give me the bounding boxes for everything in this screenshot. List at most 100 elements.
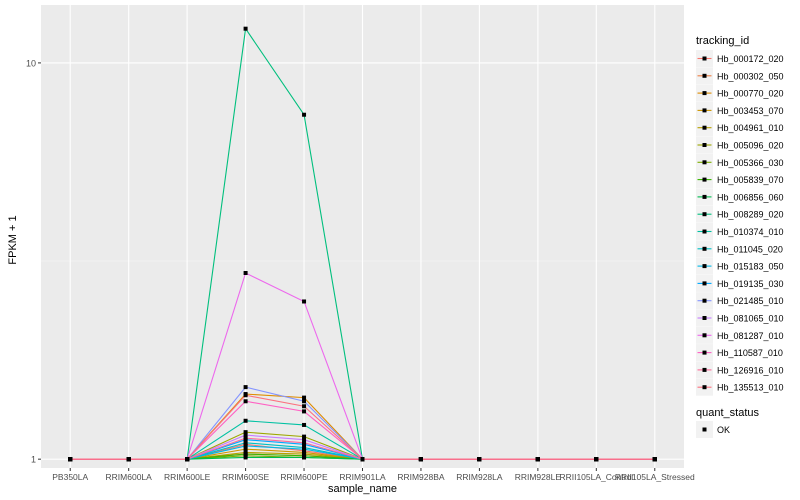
- y-tick-label: 1: [31, 455, 36, 465]
- data-point: [302, 404, 307, 409]
- data-point: [302, 395, 307, 400]
- legend-label: Hb_135513_010: [717, 383, 784, 393]
- data-point: [302, 422, 307, 427]
- data-point: [302, 299, 307, 304]
- x-axis: PB350LA RRIM600LA RRIM600LE RRIM600SE RRIM60…: [52, 468, 695, 482]
- x-tick-label: RRIM600SE: [222, 472, 270, 482]
- legend-key-point: [702, 316, 707, 320]
- legend-label: Hb_081065_010: [717, 314, 784, 324]
- legend-key-point: [702, 264, 707, 269]
- x-tick-label: RRII105LA_Stressed: [615, 472, 695, 482]
- data-point: [302, 399, 307, 404]
- legend-label: Hb_005366_030: [717, 158, 784, 168]
- data-point: [594, 457, 599, 462]
- data-point: [243, 385, 248, 390]
- data-point: [126, 457, 131, 462]
- legend-label: Hb_019135_030: [717, 279, 784, 289]
- legend-label: Hb_081287_010: [717, 331, 784, 341]
- legend-label: Hb_005839_070: [717, 175, 784, 185]
- legend-shape-key-point: [702, 427, 707, 432]
- data-point: [243, 452, 248, 457]
- legend-color-title: tracking_id: [696, 35, 749, 47]
- legend-label: Hb_006856_060: [717, 192, 784, 202]
- x-tick-label: RRIM928BA: [397, 472, 445, 482]
- legend-label: Hb_126916_010: [717, 365, 784, 375]
- legend-key-point: [702, 125, 707, 130]
- legend-key-point: [702, 281, 707, 286]
- y-tick-label: 10: [26, 58, 36, 68]
- x-axis-title: sample_name: [328, 483, 397, 495]
- y-axis-title: FPKM + 1: [7, 215, 19, 264]
- x-tick-label: RRIM928LE: [515, 472, 562, 482]
- data-point: [243, 433, 248, 438]
- legend-key-point: [702, 160, 707, 165]
- legend-key-point: [702, 108, 707, 113]
- data-point: [68, 457, 73, 462]
- legend-color-items: Hb_000172_020 Hb_000302_050 Hb_000770_020 H…: [696, 50, 784, 396]
- data-point: [302, 440, 307, 445]
- legend-label: Hb_110587_010: [717, 348, 783, 358]
- data-point: [535, 457, 540, 462]
- legend-label: Hb_011045_020: [717, 244, 783, 254]
- legend-shape-label: OK: [717, 425, 730, 435]
- legend-label: Hb_000770_020: [717, 89, 784, 99]
- legend-key-point: [702, 229, 707, 234]
- legend-key-point: [702, 194, 707, 199]
- legend-key-point: [702, 56, 707, 61]
- data-point: [243, 430, 248, 435]
- legend: tracking_id Hb_000172_020Hb_000302_050Hb…: [696, 35, 784, 438]
- legend-label: Hb_003453_070: [717, 106, 784, 116]
- legend-key-point: [702, 91, 707, 96]
- data-point: [243, 440, 248, 445]
- data-point: [302, 409, 307, 414]
- legend-label: Hb_008289_020: [717, 210, 784, 220]
- data-point: [243, 26, 248, 31]
- x-tick-label: RRII105LA_Control: [559, 472, 633, 482]
- x-tick-label: RRIM901LA: [339, 472, 386, 482]
- legend-key-point: [702, 298, 707, 303]
- data-point: [477, 457, 482, 462]
- data-point: [243, 393, 248, 398]
- legend-label: Hb_021485_010: [717, 296, 784, 306]
- data-point: [302, 434, 307, 439]
- legend-key-point: [702, 143, 707, 147]
- x-tick-label: PB350LA: [52, 472, 88, 482]
- legend-key-point: [702, 367, 707, 372]
- data-points: [68, 26, 657, 462]
- data-point: [418, 457, 423, 462]
- x-tick-label: RRIM600LA: [106, 472, 153, 482]
- legend-label: Hb_000172_020: [717, 54, 784, 64]
- x-tick-label: RRIM600LE: [164, 472, 211, 482]
- data-point: [652, 457, 657, 462]
- data-point: [302, 455, 307, 460]
- data-point: [185, 457, 190, 462]
- y-axis: 1 10: [26, 58, 41, 465]
- data-point: [302, 437, 307, 442]
- legend-label: Hb_005096_020: [717, 141, 784, 151]
- data-point: [243, 436, 248, 441]
- legend-key-point: [702, 212, 707, 217]
- data-point: [243, 447, 248, 452]
- legend-key-point: [702, 177, 707, 182]
- legend-key-point: [702, 333, 707, 338]
- legend-shape-items: OK: [696, 421, 730, 438]
- data-point: [243, 443, 248, 448]
- legend-key-point: [702, 350, 707, 355]
- data-point: [243, 399, 248, 404]
- legend-key-point: [702, 385, 707, 390]
- data-point: [302, 447, 307, 452]
- legend-label: Hb_004961_010: [717, 123, 784, 133]
- legend-key-point: [702, 73, 707, 78]
- data-point: [243, 418, 248, 423]
- legend-key-point: [702, 246, 707, 251]
- data-point: [360, 457, 365, 462]
- data-point: [302, 112, 307, 117]
- data-point: [243, 455, 248, 460]
- legend-label: Hb_000302_050: [717, 71, 784, 81]
- x-tick-label: RRIM600PE: [280, 472, 328, 482]
- legend-label: Hb_015183_050: [717, 262, 784, 272]
- legend-shape-title: quant_status: [696, 407, 759, 419]
- data-point: [243, 270, 248, 275]
- x-tick-label: RRIM928LA: [456, 472, 503, 482]
